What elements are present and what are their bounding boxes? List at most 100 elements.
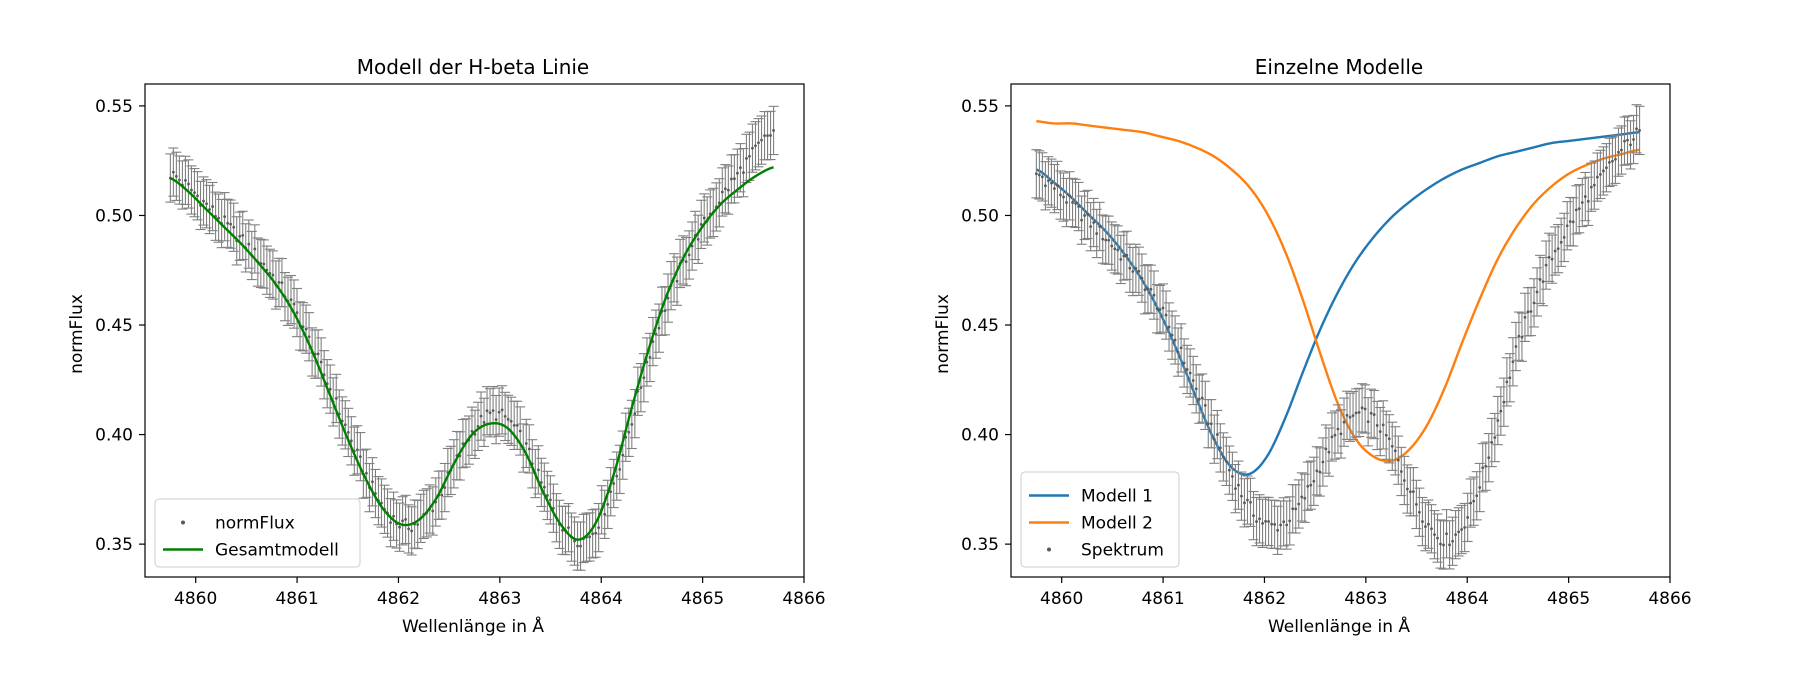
data-point bbox=[277, 281, 281, 284]
data-point bbox=[1276, 528, 1280, 532]
legend-label: normFlux bbox=[215, 514, 295, 534]
data-point bbox=[742, 171, 745, 175]
y-tick-label: 0.55 bbox=[961, 97, 999, 117]
x-tick-label: 4863 bbox=[478, 589, 521, 609]
data-point bbox=[470, 429, 474, 433]
data-point bbox=[1161, 306, 1165, 310]
data-point bbox=[1577, 207, 1581, 211]
data-point bbox=[1532, 301, 1536, 305]
data-point bbox=[205, 202, 208, 206]
data-point bbox=[1605, 166, 1608, 170]
y-axis-label: normFlux bbox=[933, 294, 953, 374]
data-point bbox=[247, 242, 251, 246]
data-point bbox=[1071, 201, 1074, 204]
data-point bbox=[732, 177, 736, 181]
data-point bbox=[754, 144, 757, 148]
data-point bbox=[1194, 387, 1198, 391]
data-point bbox=[1457, 530, 1461, 534]
data-point bbox=[1595, 175, 1599, 179]
data-point bbox=[1218, 446, 1222, 450]
series-line-modell-2 bbox=[1036, 120, 1640, 463]
x-tick-label: 4862 bbox=[1243, 589, 1286, 609]
data-point bbox=[588, 535, 591, 539]
data-point bbox=[1351, 414, 1355, 418]
data-point bbox=[1496, 419, 1500, 422]
data-point bbox=[1608, 160, 1611, 164]
data-point bbox=[1279, 523, 1283, 527]
y-tick-label: 0.40 bbox=[95, 426, 133, 446]
data-point bbox=[364, 471, 368, 475]
data-point bbox=[1375, 424, 1379, 427]
data-point bbox=[1209, 422, 1213, 426]
data-point bbox=[1083, 214, 1087, 217]
data-point bbox=[479, 414, 483, 418]
data-point bbox=[1037, 173, 1041, 177]
data-point bbox=[1481, 466, 1485, 470]
data-point bbox=[1176, 350, 1180, 354]
data-point bbox=[1541, 280, 1545, 284]
data-point bbox=[1227, 468, 1231, 472]
data-point bbox=[1354, 411, 1358, 415]
data-point bbox=[1623, 139, 1626, 143]
x-tick-label: 4864 bbox=[580, 589, 623, 609]
data-point bbox=[190, 188, 193, 192]
data-point bbox=[211, 205, 214, 208]
data-point bbox=[1285, 523, 1289, 527]
data-point bbox=[1258, 517, 1261, 521]
data-point bbox=[1430, 527, 1433, 531]
data-point bbox=[1523, 315, 1527, 319]
y-axis-label: normFlux bbox=[67, 294, 87, 374]
data-point bbox=[1421, 520, 1424, 523]
data-point bbox=[1526, 310, 1530, 314]
data-point bbox=[1598, 173, 1602, 176]
data-point bbox=[1261, 521, 1264, 525]
series-line-modell-1 bbox=[1035, 131, 1640, 476]
data-point bbox=[328, 387, 332, 391]
data-point bbox=[1436, 536, 1439, 540]
data-point bbox=[1475, 494, 1479, 498]
data-point bbox=[539, 480, 543, 484]
data-point bbox=[223, 215, 227, 219]
x-tick-label: 4861 bbox=[1141, 589, 1184, 609]
data-point bbox=[1173, 338, 1177, 342]
data-point bbox=[606, 502, 610, 506]
data-point bbox=[548, 498, 552, 502]
y-tick-label: 0.40 bbox=[961, 426, 999, 446]
data-point bbox=[687, 253, 691, 257]
data-point bbox=[1580, 201, 1584, 204]
data-point bbox=[1291, 507, 1295, 511]
data-point bbox=[757, 141, 760, 145]
data-point bbox=[1101, 237, 1105, 241]
data-point bbox=[1565, 224, 1569, 228]
data-point bbox=[612, 482, 616, 485]
data-point bbox=[1143, 288, 1147, 292]
data-point bbox=[494, 418, 498, 421]
data-point bbox=[766, 134, 769, 138]
data-point bbox=[1203, 403, 1207, 407]
x-tick-label: 4865 bbox=[681, 589, 724, 609]
data-point bbox=[208, 208, 211, 211]
data-point bbox=[1384, 433, 1388, 437]
data-point bbox=[1427, 522, 1430, 526]
data-point bbox=[1418, 510, 1421, 514]
data-point bbox=[1571, 220, 1575, 224]
y-tick-label: 0.35 bbox=[961, 535, 999, 555]
axes-frame bbox=[1010, 83, 1671, 578]
data-point bbox=[1626, 138, 1629, 142]
data-point bbox=[1137, 269, 1141, 273]
data-point bbox=[1062, 195, 1065, 199]
data-point bbox=[1252, 514, 1255, 518]
data-point bbox=[515, 423, 519, 427]
data-point bbox=[1140, 276, 1144, 280]
data-point bbox=[1508, 376, 1512, 380]
data-point bbox=[1511, 360, 1515, 364]
data-point bbox=[1405, 487, 1409, 491]
data-point bbox=[654, 332, 658, 336]
data-point bbox=[699, 222, 703, 226]
data-point bbox=[1080, 218, 1083, 222]
data-point bbox=[594, 531, 598, 535]
data-point bbox=[1402, 479, 1406, 482]
y-tick-label: 0.50 bbox=[961, 206, 999, 226]
data-point bbox=[358, 455, 362, 459]
data-point bbox=[1505, 380, 1509, 384]
